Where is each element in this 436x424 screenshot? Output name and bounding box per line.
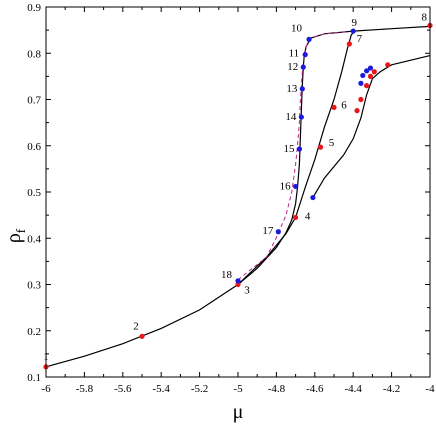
y-tick-label: 0.3 [27,280,41,292]
y-axis-title-sub: f [13,228,28,233]
point-label-6: 6 [341,99,347,111]
y-axis-title-main: ρ [3,233,25,243]
y-tick-label: 0.6 [27,141,41,153]
x-tick-label: -5.4 [152,383,170,395]
y-tick-label: 0.2 [27,326,41,338]
x-tick-label: -4.8 [268,383,286,395]
blue-point-12 [358,80,364,86]
y-tick-label: 0.7 [27,95,41,107]
red-point-6 [331,104,337,110]
x-tick-label: -4.4 [344,383,362,395]
x-tick-label: -5.2 [191,383,208,395]
red-point-5 [317,144,324,150]
point-label-12: 12 [287,61,298,73]
blue-point-6 [298,114,304,120]
point-label-17: 17 [262,225,274,237]
plot-frame [45,6,431,378]
blue-point-13 [360,72,366,79]
red-point-7 [346,41,352,47]
y-tick-label: 0.9 [27,2,41,14]
point-label-5: 5 [329,137,335,149]
point-label-2: 2 [133,320,139,332]
y-tick-label: 0.8 [27,48,41,60]
red-point-12 [367,73,374,79]
y-tick-label: 0.1 [27,372,41,384]
point-label-11: 11 [289,48,300,60]
chart-points [43,22,433,370]
x-tick-label: -5 [233,383,243,395]
blue-point-10 [235,278,241,284]
blue-point-15 [367,65,374,71]
point-label-3: 3 [244,285,250,297]
red-point-11 [364,83,370,89]
x-tick-label: -4.6 [306,383,324,395]
series-curve-1 [45,25,431,368]
x-axis-title: μ [233,401,244,423]
red-point-14 [385,62,391,68]
point-label-18: 18 [221,269,233,281]
blue-point-11 [310,194,316,201]
point-label-15: 15 [283,143,295,155]
x-tick-label: -5.6 [114,383,132,395]
point-label-4: 4 [305,210,311,222]
x-tick-label: -5.8 [76,383,94,395]
x-tick-label: -4.2 [383,383,400,395]
point-label-7: 7 [357,33,363,45]
blue-point-4 [300,64,306,70]
red-point-2 [139,333,145,339]
point-label-9: 9 [351,17,357,29]
series-curve-3 [312,55,431,198]
point-label-13: 13 [286,83,298,95]
red-point-3 [235,281,241,288]
y-tick-label: 0.4 [27,233,41,245]
chart-axes: -6 -5.8 -5.6 -5.4 -5.2 -5 -4.8 -4.6 -4.4 -4.2 -4 0.… [27,2,435,395]
red-point-9 [354,108,360,114]
x-tick-label: -4 [425,383,435,395]
y-axis-title: ρf [3,228,28,243]
point-label-16: 16 [280,180,292,192]
point-label-8: 8 [422,12,428,24]
blue-point-5 [299,86,305,92]
blue-point-1 [350,28,356,34]
red-point-10 [358,96,364,103]
x-tick-label: -6 [41,383,51,395]
blue-point-9 [275,229,281,235]
blue-point-14 [364,68,370,74]
y-tick-label: 0.5 [27,187,41,199]
red-point-4 [293,214,299,221]
blue-point-3 [302,52,308,58]
series-curve-2 [237,30,356,285]
blue-point-7 [296,146,303,152]
point-label-14: 14 [285,111,297,123]
blue-point-2 [306,36,312,42]
blue-point-8 [293,183,299,190]
red-point-13 [371,69,377,75]
point-label-10: 10 [291,22,303,34]
